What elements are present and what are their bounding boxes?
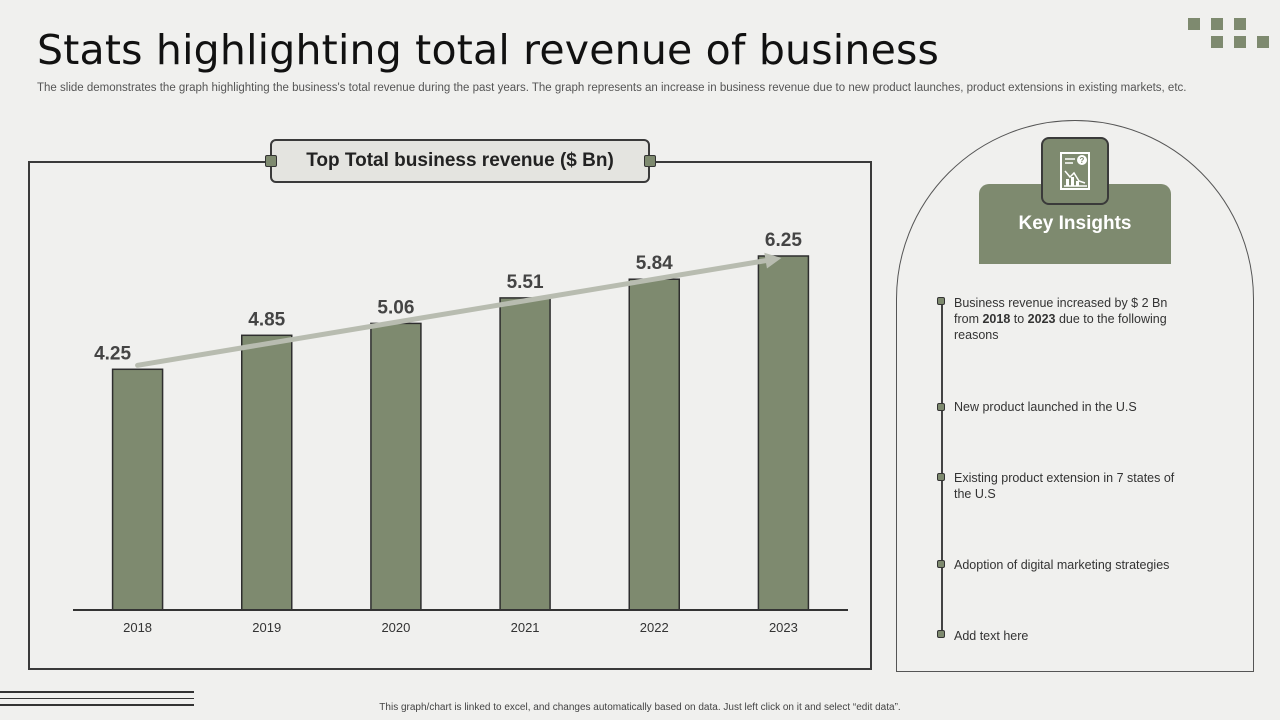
bar-2023 [757, 255, 810, 611]
bar-2020 [370, 322, 422, 611]
insight-item-2: New product launched in the U.S [954, 400, 1137, 414]
insight-bullet [937, 560, 945, 568]
bar-2021 [499, 297, 551, 611]
chart-title-right-knob [644, 155, 656, 167]
x-tick-label-2022: 2022 [640, 620, 669, 635]
footer-decoration-lines [0, 691, 194, 711]
footnote: This graph/chart is linked to excel, and… [379, 702, 901, 713]
page-title: Stats highlighting total revenue of busi… [37, 26, 940, 74]
chart-title: Top Total business revenue ($ Bn) [270, 139, 650, 183]
data-label-2023: 6.25 [765, 230, 802, 251]
data-label-2022: 5.84 [636, 253, 673, 274]
decorative-squares [1186, 18, 1272, 50]
x-tick-label-2020: 2020 [381, 620, 410, 635]
insight-item-4: Adoption of digital marketing strategies [954, 558, 1170, 572]
page-subtitle: The slide demonstrates the graph highlig… [37, 82, 1187, 94]
insights-panel [896, 120, 1254, 672]
trend-arrow-line [135, 258, 769, 368]
bar-2018 [111, 368, 164, 611]
x-tick-label-2021: 2021 [511, 620, 540, 635]
insight-item-5: Add text here [954, 629, 1029, 643]
trend-arrow-head [764, 252, 782, 269]
report-chart-icon: ? [1041, 137, 1109, 205]
insight-bullet [937, 630, 945, 638]
insight-bullet [937, 473, 945, 481]
insights-header: Key Insights [979, 184, 1171, 264]
bar-2022 [628, 278, 680, 611]
insight-item-1: Business revenue increased by $ 2 Bn fro… [954, 296, 1168, 342]
x-tick-label-2018: 2018 [123, 620, 152, 635]
insight-item-3: Existing product extension in 7 states o… [954, 471, 1175, 501]
data-label-2020: 5.06 [377, 297, 414, 318]
insight-bullet [937, 403, 945, 411]
data-label-2021: 5.51 [507, 272, 544, 293]
x-tick-label-2019: 2019 [252, 620, 281, 635]
chart-title-left-knob [265, 155, 277, 167]
data-label-2019: 4.85 [248, 309, 285, 330]
bar-2019 [241, 334, 293, 611]
insights-timeline [941, 300, 943, 636]
x-tick-label-2023: 2023 [769, 620, 798, 635]
svg-text:?: ? [1080, 156, 1085, 165]
data-label-2018: 4.25 [94, 343, 131, 364]
insight-bullet [937, 297, 945, 305]
